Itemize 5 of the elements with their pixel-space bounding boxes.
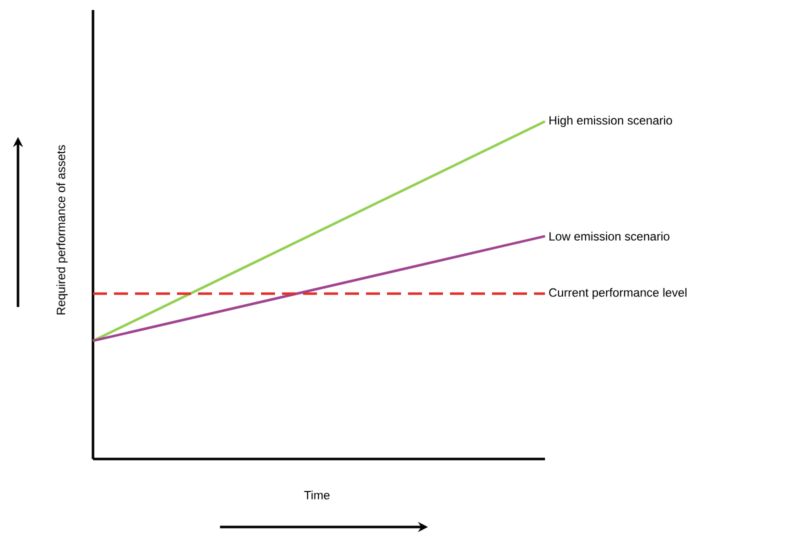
series-label: Low emission scenario: [550, 232, 670, 241]
series-label: High emission scenario: [550, 116, 672, 127]
x-axis-title: Time: [304, 490, 330, 500]
series-label: Current performance level: [549, 288, 686, 300]
y-axis-title: Required performance of assets: [56, 145, 68, 314]
